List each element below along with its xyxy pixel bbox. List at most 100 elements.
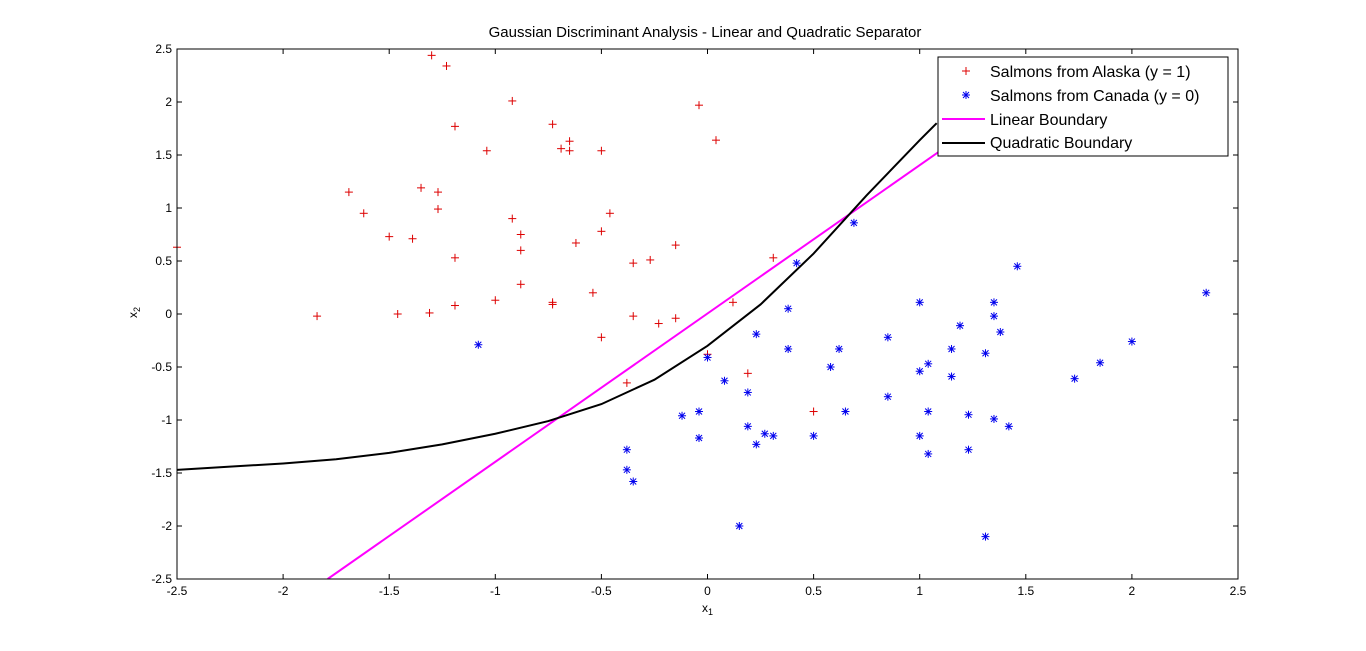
alaska-point xyxy=(450,253,459,262)
canada-point xyxy=(678,411,687,420)
alaska-point xyxy=(427,51,436,60)
y-tick-label: 0.5 xyxy=(155,254,172,268)
canada-point xyxy=(622,445,631,454)
x-tick-label: -1.5 xyxy=(379,584,400,598)
canada-point xyxy=(947,372,956,381)
alaska-point xyxy=(622,378,631,387)
y-axis-label-subscript: 2 xyxy=(132,307,142,312)
alaska-point xyxy=(482,146,491,155)
star-marker-d2 xyxy=(752,330,760,338)
canada-point xyxy=(703,353,712,362)
alaska-point xyxy=(417,183,426,192)
star-marker-d2 xyxy=(623,446,631,454)
y-tick-label: 2.5 xyxy=(155,42,172,56)
canada-point xyxy=(883,333,892,342)
x-tick-label: 0 xyxy=(704,584,711,598)
canada-point xyxy=(720,376,729,385)
canada-point xyxy=(1202,288,1211,297)
alaska-point xyxy=(629,312,638,321)
star-marker-d2 xyxy=(990,312,998,320)
star-marker-d2 xyxy=(721,377,728,385)
canada-point xyxy=(622,465,631,474)
alaska-point xyxy=(588,288,597,297)
canada-point xyxy=(915,367,924,376)
legend-label-canada: Salmons from Canada (y = 0) xyxy=(990,88,1199,105)
x-tick-label: 0.5 xyxy=(805,584,822,598)
canada-point xyxy=(924,449,933,458)
canada-point xyxy=(915,298,924,307)
canada-point xyxy=(784,304,793,313)
legend-asterisk-glyph xyxy=(962,91,970,99)
canada-point xyxy=(695,434,704,443)
canada-point xyxy=(956,321,965,330)
y-tick-label: -0.5 xyxy=(151,360,172,374)
canada-point xyxy=(474,340,483,349)
canada-point xyxy=(769,431,778,440)
alaska-point xyxy=(450,301,459,310)
canada-point xyxy=(743,388,752,397)
alaska-point xyxy=(548,120,557,129)
y-tick-label: -1 xyxy=(161,413,172,427)
alaska-point xyxy=(597,146,606,155)
x-axis-label: x1 xyxy=(702,601,713,617)
data-markers xyxy=(173,51,1211,541)
star-marker-d2 xyxy=(850,219,858,227)
star-marker-d2 xyxy=(827,363,834,371)
star-marker-d2 xyxy=(784,345,792,353)
star-marker-d2 xyxy=(752,441,760,448)
alaska-point xyxy=(671,314,680,323)
canada-point xyxy=(915,431,924,440)
alaska-point xyxy=(571,238,580,247)
star-marker-d2 xyxy=(835,345,843,353)
alaska-point xyxy=(344,188,353,197)
alaska-point xyxy=(654,319,663,328)
boundary-lines xyxy=(177,122,940,579)
alaska-point xyxy=(442,61,451,70)
star-marker-d2 xyxy=(962,91,970,99)
star-marker-d2 xyxy=(948,373,955,380)
x-axis-label-subscript: 1 xyxy=(708,607,713,617)
alaska-point xyxy=(671,241,680,250)
canada-point xyxy=(924,407,933,416)
alaska-point xyxy=(313,312,322,321)
chart-title: Gaussian Discriminant Analysis - Linear … xyxy=(489,24,922,41)
star-marker-d2 xyxy=(990,415,998,423)
legend-marker-plus xyxy=(962,67,970,75)
star-marker-d2 xyxy=(924,450,932,458)
legend-box xyxy=(937,56,1229,157)
star-marker-d2 xyxy=(695,434,703,442)
star-marker-d2 xyxy=(1096,359,1104,367)
alaska-point xyxy=(743,369,752,378)
star-marker-d2 xyxy=(990,298,998,306)
alaska-point xyxy=(425,308,434,317)
star-marker-d2 xyxy=(965,411,972,419)
canada-point xyxy=(735,522,744,530)
x-tick-label: 2.5 xyxy=(1230,584,1247,598)
legend-entry-linear: Linear Boundary xyxy=(942,112,1107,129)
alaska-point xyxy=(605,209,614,218)
legend-plus-glyph xyxy=(962,67,970,75)
alaska-point xyxy=(408,234,417,243)
y-tick-label: -1.5 xyxy=(151,466,172,480)
canada-point xyxy=(752,330,761,339)
star-marker-d2 xyxy=(1013,262,1021,270)
x-tick-label: 1 xyxy=(916,584,923,598)
star-marker-d2 xyxy=(996,328,1004,336)
alaska-point xyxy=(695,101,704,110)
legend-marker-asterisk xyxy=(962,91,970,99)
alaska-point xyxy=(557,144,566,153)
star-marker-d2 xyxy=(956,322,964,330)
alaska-point xyxy=(516,246,525,255)
star-marker-d2 xyxy=(793,259,800,267)
alaska-point xyxy=(597,227,606,236)
star-marker-d2 xyxy=(744,389,752,396)
alaska-point xyxy=(728,298,737,307)
alaska-point xyxy=(508,96,517,105)
alaska-point xyxy=(508,214,517,223)
x-tick-label: -0.5 xyxy=(591,584,612,598)
canada-point xyxy=(981,349,990,358)
star-marker-d2 xyxy=(744,423,752,430)
canada-point xyxy=(826,363,835,371)
alaska-point xyxy=(769,253,778,262)
canada-point xyxy=(743,422,752,431)
